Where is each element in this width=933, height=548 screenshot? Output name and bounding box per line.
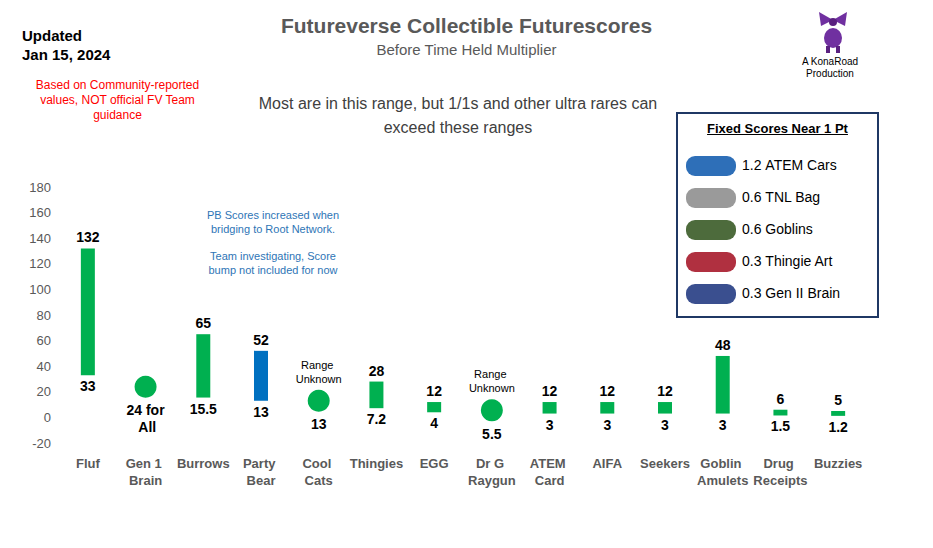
svg-text:Cool: Cool [302, 456, 335, 471]
html-text:Team investigating, Score bump: Team investigating, Score bump not inclu… [208, 250, 338, 276]
svg-text:Card: Card [535, 473, 565, 488]
html-text:A KonaRoad Production: A KonaRoad Production [801, 56, 859, 79]
svg-text:1.2: 1.2 [828, 419, 848, 435]
svg-text:Party: Party [243, 456, 279, 471]
svg-text:EGG: EGG [420, 456, 449, 471]
svg-text:Range: Range [474, 368, 509, 380]
svg-text:Gen 1: Gen 1 [126, 456, 166, 471]
svg-text:12: 12 [599, 383, 615, 399]
svg-text:Cats: Cats [305, 473, 333, 488]
svg-text:160: 160 [29, 205, 51, 220]
svg-text:All: All [135, 419, 156, 435]
svg-text:0: 0 [44, 410, 51, 425]
html-text:0.3 Gen II Brain: 0.3 Gen II Brain [742, 285, 841, 301]
svg-text:Amulets: Amulets [697, 473, 748, 488]
svg-text:120: 120 [29, 256, 51, 271]
html-text:Fixed Scores Near 1 Pt: Fixed Scores Near 1 Pt [707, 121, 848, 136]
svg-text:-20: -20 [32, 436, 51, 451]
html-text:1.2 ATEM Cars: 1.2 ATEM Cars [742, 157, 837, 173]
svg-text:80: 80 [37, 308, 51, 323]
svg-text:Bear: Bear [247, 473, 276, 488]
svg-text:Seekers: Seekers [640, 456, 690, 471]
svg-text:40: 40 [37, 359, 51, 374]
svg-text:140: 140 [29, 231, 51, 246]
html-text:0.6 TNL Bag: 0.6 TNL Bag [742, 189, 821, 205]
svg-text:33: 33 [80, 378, 96, 394]
svg-text:12: 12 [542, 383, 558, 399]
svg-text:13: 13 [253, 404, 269, 420]
svg-text:Futureverse Collectible Future: Futureverse Collectible Futurescores [281, 14, 652, 37]
html-text:PB Scores increased when bridg: PB Scores increased when bridging to Roo… [207, 209, 339, 235]
svg-text:100: 100 [29, 282, 51, 297]
svg-text:Before Time Held Multiplier: Before Time Held Multiplier [376, 41, 556, 58]
svg-text:Buzzies: Buzzies [814, 456, 862, 471]
svg-text:3: 3 [546, 417, 554, 433]
svg-text:5: 5 [834, 392, 842, 408]
svg-text:Range: Range [301, 359, 336, 371]
html-text:Updated: Updated [22, 27, 82, 44]
svg-text:Goblin: Goblin [700, 456, 745, 471]
html-text:Jan 15, 2024: Jan 15, 2024 [22, 46, 111, 63]
svg-text:28: 28 [369, 363, 385, 379]
html-text:0.3 Thingie Art: 0.3 Thingie Art [742, 253, 833, 269]
svg-text:Raygun: Raygun [468, 473, 516, 488]
svg-text:5.5: 5.5 [482, 426, 502, 442]
svg-text:Thingies: Thingies [350, 456, 403, 471]
svg-text:Unknown: Unknown [296, 373, 342, 385]
svg-text:60: 60 [37, 333, 51, 348]
svg-text:65: 65 [195, 315, 211, 331]
svg-text:3: 3 [719, 417, 727, 433]
svg-text:48: 48 [715, 337, 731, 353]
svg-text:AIFA: AIFA [592, 456, 622, 471]
svg-text:Receipts: Receipts [753, 473, 807, 488]
html-text:Based on Community-reported va: Based on Community-reported values, NOT … [35, 78, 200, 122]
svg-text:12: 12 [657, 383, 673, 399]
svg-text:Burrows: Burrows [177, 456, 230, 471]
html-text:Most are in this range, but 1/: Most are in this range, but 1/1s and oth… [258, 95, 658, 136]
svg-text:1.5: 1.5 [771, 418, 791, 434]
svg-text:Fluf: Fluf [76, 456, 100, 471]
svg-text:132: 132 [76, 229, 100, 245]
svg-text:20: 20 [37, 384, 51, 399]
svg-text:15.5: 15.5 [190, 401, 217, 417]
svg-text:7.2: 7.2 [367, 411, 387, 427]
svg-text:Brain: Brain [129, 473, 162, 488]
svg-text:3: 3 [661, 417, 669, 433]
svg-text:3: 3 [603, 417, 611, 433]
svg-text:12: 12 [426, 383, 442, 399]
svg-text:Drug: Drug [763, 456, 797, 471]
svg-text:13: 13 [311, 416, 327, 432]
svg-text:6: 6 [777, 391, 785, 407]
svg-text:ATEM: ATEM [530, 456, 569, 471]
svg-text:Dr G: Dr G [476, 456, 508, 471]
svg-text:Unknown: Unknown [469, 382, 515, 394]
svg-text:180: 180 [29, 180, 51, 195]
svg-text:4: 4 [430, 415, 438, 431]
html-text:0.6 Goblins: 0.6 Goblins [742, 221, 813, 237]
svg-text:52: 52 [253, 332, 269, 348]
svg-text:24 for: 24 for [127, 402, 166, 418]
